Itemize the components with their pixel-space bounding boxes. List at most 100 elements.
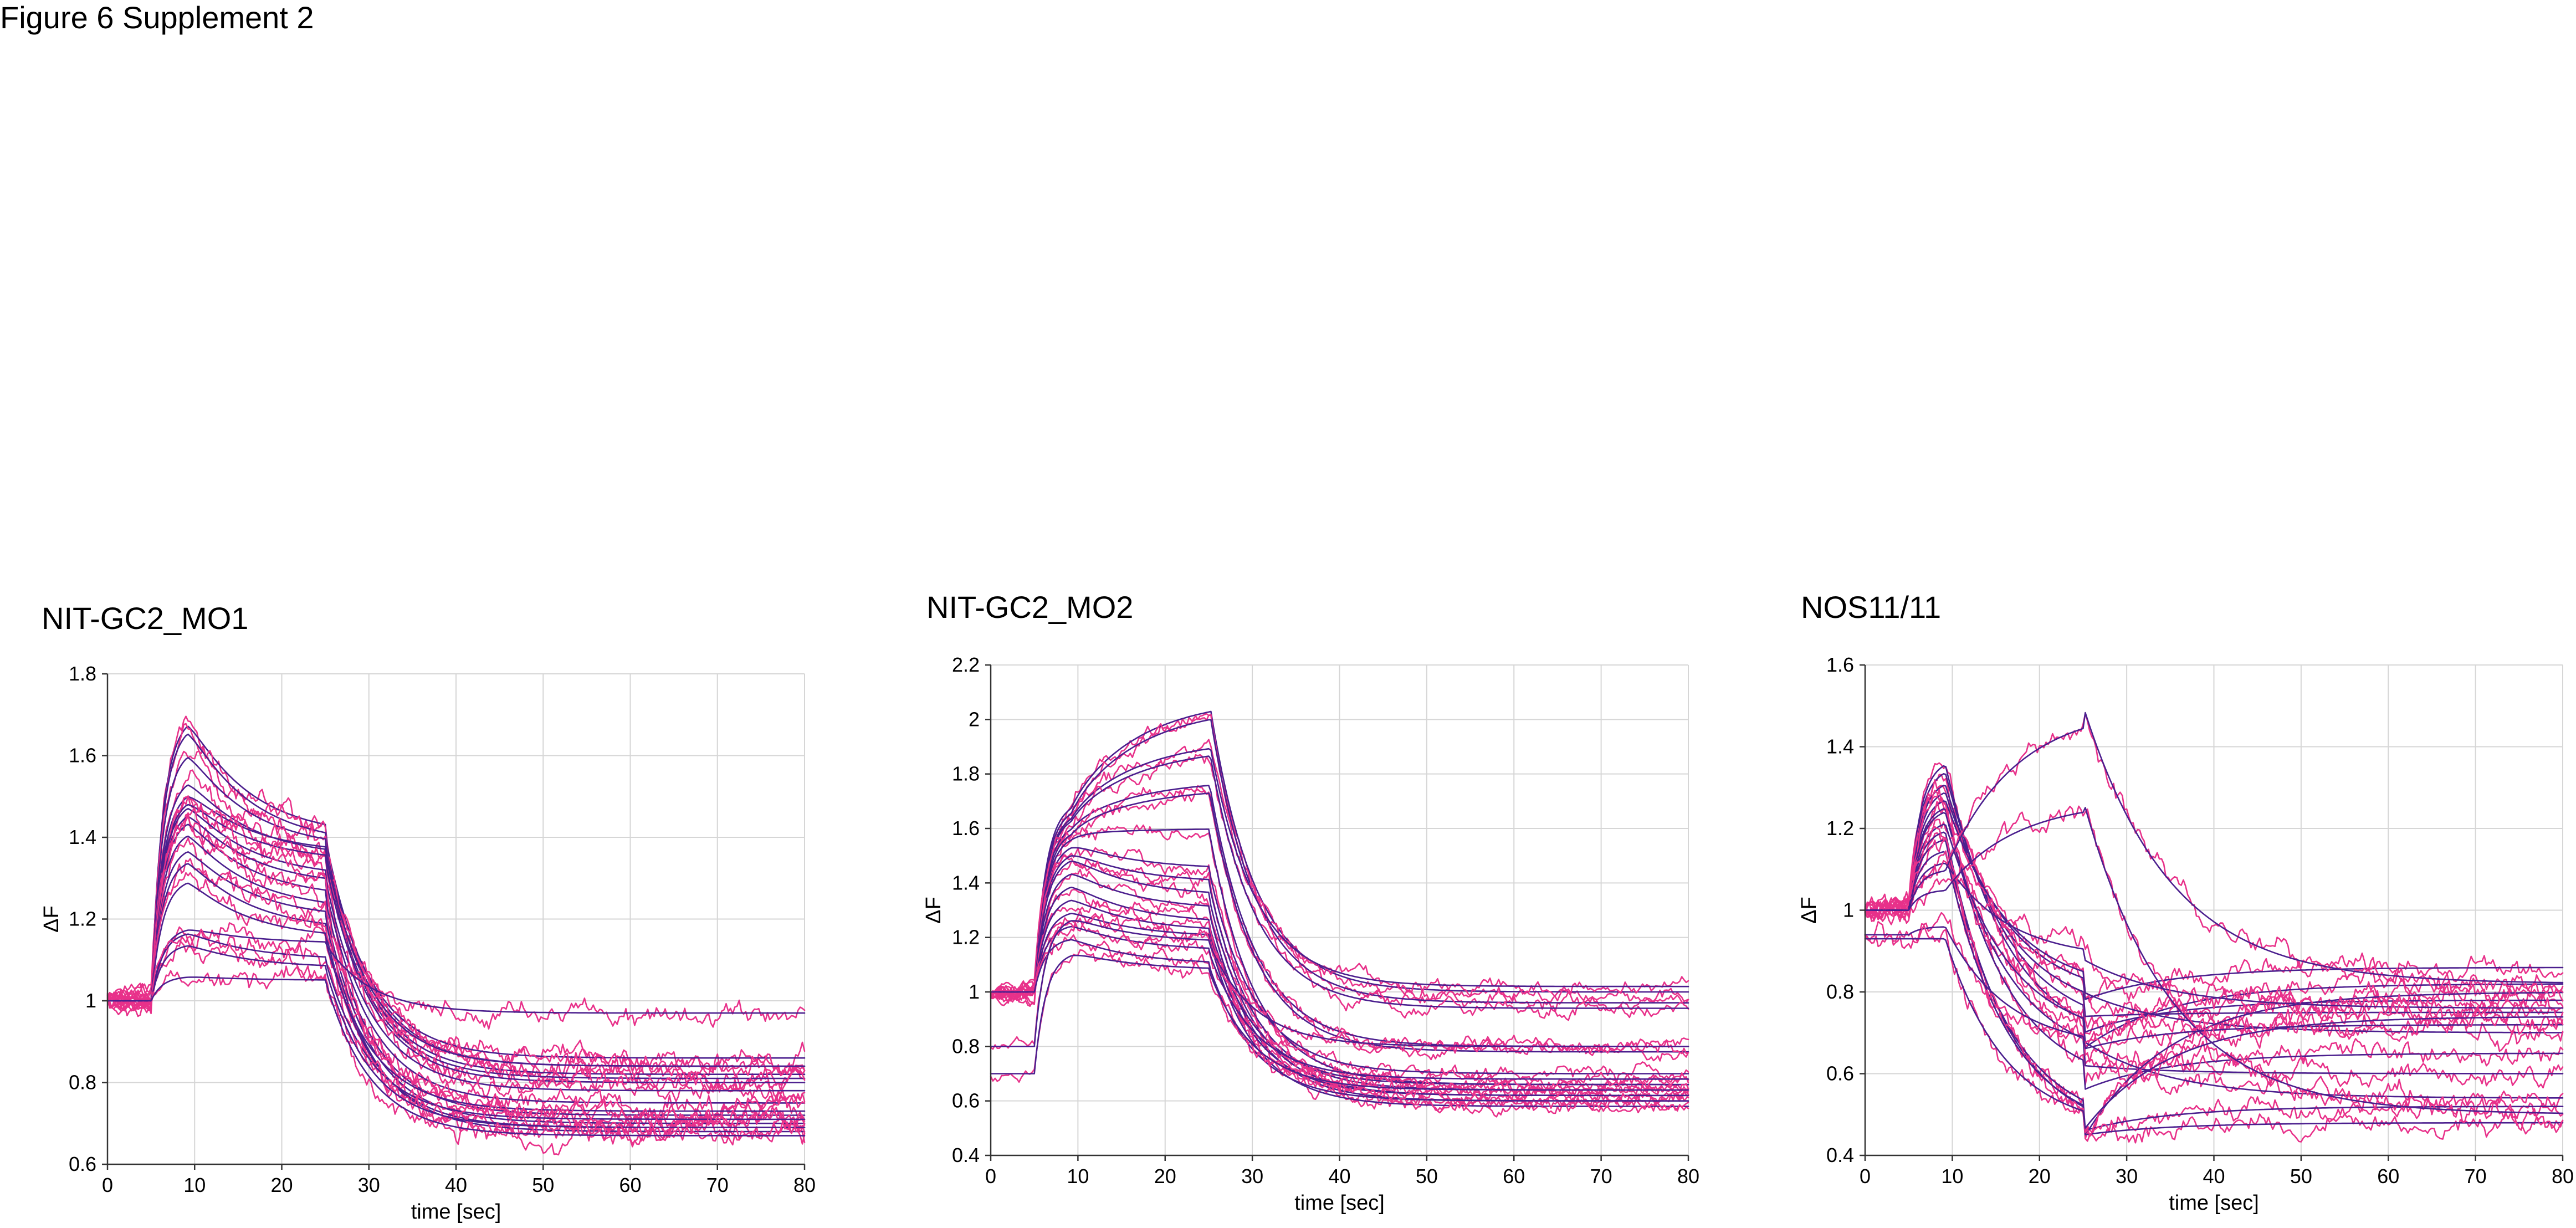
fit-trace-line [990,755,1689,1009]
raw-trace-line [1864,789,2564,1089]
x-tick-label: 70 [1590,1165,1612,1188]
y-tick-label: 0.6 [952,1089,980,1112]
fit-trace-line [106,933,806,1120]
fit-trace-line [990,939,1689,1102]
fit-trace-line [990,899,1689,1097]
x-tick-label: 20 [1154,1165,1176,1188]
x-tick-label: 10 [183,1174,206,1196]
fit-trace-line [1864,812,2564,1074]
fit-trace-line [106,808,806,1092]
y-tick-label: 0.4 [1826,1144,1854,1166]
fit-trace-line [1864,862,2564,1009]
fit-trace-line [990,920,1689,1047]
fit-trace-line [1864,839,2564,1131]
fit-trace-line [1864,765,2564,1048]
y-tick-label: 1 [1843,899,1854,922]
x-tick-label: 80 [793,1174,816,1196]
chart-panel-nos11-11: NOS11/11 time [sec] ΔF 0 10 20 30 40 50 60 70 80… [1797,590,2574,1215]
x-tick-label: 30 [2116,1165,2138,1188]
y-tick-label: 1.8 [952,763,980,785]
raw-trace-line [106,965,806,1156]
fit-trace-line [1864,823,2564,1099]
trace-group [990,710,1689,1118]
y-tick-label: 0.8 [952,1035,980,1057]
x-tick-label: 40 [445,1174,467,1196]
y-tick-label: 1.2 [952,926,980,949]
raw-trace-line [1864,713,2564,997]
x-tick-label: 80 [1677,1165,1699,1188]
raw-trace-line [1864,801,2564,1086]
raw-trace-line [990,789,1689,1062]
figure-title: Figure 6 Supplement 2 [0,0,314,35]
fit-trace-line [990,847,1689,1074]
x-axis-label: time [sec] [1294,1191,1385,1215]
raw-trace-line [990,934,1689,1114]
x-tick-label: 60 [2377,1165,2399,1188]
x-tick-label: 10 [1067,1165,1089,1188]
x-tick-label: 0 [985,1165,996,1188]
trace-group [1864,712,2564,1144]
x-tick-label: 80 [2552,1165,2574,1188]
y-tick-label: 1.6 [69,744,96,767]
x-tick-label: 30 [358,1174,380,1196]
y-tick-label: 0.8 [69,1071,96,1094]
raw-trace-line [990,949,1689,1100]
raw-trace-line [106,939,806,1140]
chart-title: NIT-GC2_MO2 [926,590,1133,625]
y-tick-label: 1 [85,989,96,1012]
y-tick-label: 1.6 [1826,653,1854,676]
raw-trace-line [106,918,806,1030]
raw-trace-line [106,795,806,1099]
raw-trace-line [1864,912,2564,1055]
y-tick-label: 0.8 [1826,980,1854,1003]
y-tick-label: 1.4 [952,871,980,894]
raw-trace-line [1864,798,2564,1052]
fit-trace-line [106,882,806,1112]
trace-group [106,715,806,1156]
fit-trace-line [106,945,806,1128]
y-tick-label: 1.4 [69,826,96,848]
y-tick-label: 1.2 [69,908,96,930]
fit-trace-line [990,748,1689,993]
chart-title: NOS11/11 [1801,590,1941,625]
fit-trace-line [990,954,1689,1091]
x-tick-label: 20 [2029,1165,2051,1188]
x-tick-label: 30 [1241,1165,1263,1188]
y-tick-label: 1.2 [1826,817,1854,840]
y-tick-label: 1.6 [952,817,980,840]
y-tick-label: 2 [969,708,980,730]
raw-trace-line [1864,790,2564,1003]
chart-title: NIT-GC2_MO1 [42,601,248,636]
x-tick-label: 50 [1416,1165,1438,1188]
raw-trace-line [990,913,1689,1055]
fit-trace-line [1864,785,2564,1017]
fit-trace-line [1864,851,2564,1135]
x-tick-label: 10 [1941,1165,1963,1188]
y-axis-label: ΔF [40,905,63,933]
x-tick-label: 20 [270,1174,293,1196]
fit-trace-line [106,804,806,1083]
y-tick-label: 0.6 [1826,1062,1854,1085]
x-axis-label: time [sec] [411,1200,501,1224]
fit-trace-line [990,719,1689,1004]
axis-ticks: 0 10 20 30 40 50 60 70 80 0.4 0.6 0.8 1 1.2 1.4 1.6 [1826,653,2574,1188]
x-tick-label: 0 [1860,1165,1871,1188]
fit-trace-line [106,929,806,1014]
raw-trace-line [990,824,1689,1095]
x-tick-label: 50 [2290,1165,2312,1188]
x-tick-label: 70 [706,1174,729,1196]
chart-panel-nit-gc2-mo2: NIT-GC2_MO2 time [sec] ΔF 0 10 20 30 40 50 60 7… [922,590,1699,1215]
x-tick-label: 40 [1328,1165,1350,1188]
fit-trace-line [1864,938,2564,1129]
y-axis-label: ΔF [922,897,945,924]
fit-trace-line [106,784,806,1079]
y-tick-label: 1 [969,980,980,1003]
y-tick-label: 0.4 [952,1144,980,1166]
x-tick-label: 60 [1503,1165,1525,1188]
fit-trace-line [990,710,1689,993]
x-axis-label: time [sec] [2169,1191,2259,1215]
grid [1865,664,2563,1156]
fit-trace-line [1864,808,2564,1090]
y-tick-label: 1.4 [1826,735,1854,758]
